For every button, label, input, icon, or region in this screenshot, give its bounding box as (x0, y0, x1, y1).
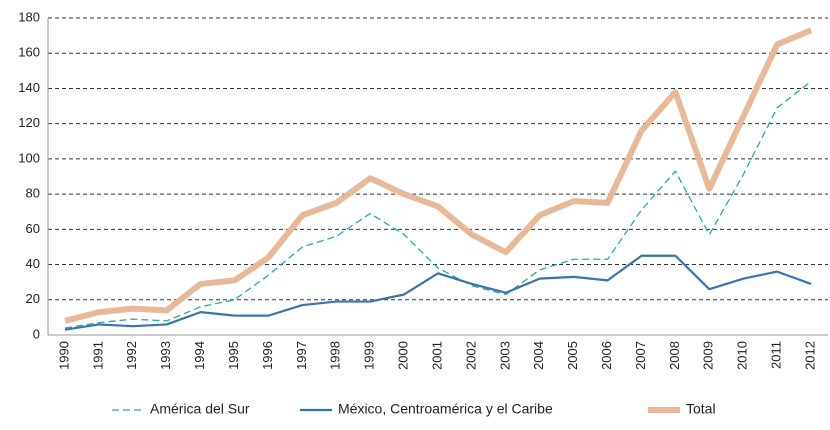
x-tick-label: 2002 (463, 341, 478, 370)
x-tick-label: 1990 (56, 341, 71, 370)
x-tick-label: 2008 (667, 341, 682, 370)
x-tick-label: 1991 (90, 341, 105, 370)
x-tick-label: 1995 (226, 341, 241, 370)
y-tick-label: 180 (18, 9, 40, 24)
series-line (64, 80, 812, 329)
series-line (64, 27, 813, 324)
y-tick-label: 60 (26, 221, 40, 236)
x-tick-label: 1998 (328, 341, 343, 370)
legend-label: Total (686, 401, 716, 417)
x-tick-label: 2000 (396, 341, 411, 370)
x-tick-label: 2011 (769, 341, 784, 369)
x-tick-label: 2010 (735, 341, 750, 370)
x-tick-label: 1994 (192, 341, 207, 370)
x-tick-label: 2005 (565, 341, 580, 370)
x-tick-label: 2004 (531, 341, 546, 370)
y-tick-label: 80 (26, 186, 40, 201)
y-tick-label: 160 (18, 45, 40, 60)
x-tick-label: 2012 (802, 341, 817, 370)
y-tick-label: 120 (18, 115, 40, 130)
x-tick-label: 2003 (497, 341, 512, 370)
x-tick-label: 2006 (599, 341, 614, 370)
legend-label: México, Centroamérica y el Caribe (338, 401, 553, 417)
legend-label: América del Sur (150, 401, 250, 417)
y-tick-label: 20 (26, 291, 40, 306)
series-line (64, 254, 812, 331)
x-tick-label: 1993 (158, 341, 173, 370)
x-tick-label: 2001 (429, 341, 444, 370)
y-tick-label: 0 (33, 326, 40, 341)
y-tick-label: 140 (18, 80, 40, 95)
x-tick-label: 1996 (260, 341, 275, 370)
x-tick-label: 1999 (362, 341, 377, 370)
y-tick-label: 100 (18, 150, 40, 165)
y-tick-label: 40 (26, 256, 40, 271)
x-tick-label: 2007 (633, 341, 648, 370)
x-tick-label: 1992 (124, 341, 139, 370)
x-tick-label: 2009 (701, 341, 716, 370)
x-tick-label: 1997 (294, 341, 309, 370)
